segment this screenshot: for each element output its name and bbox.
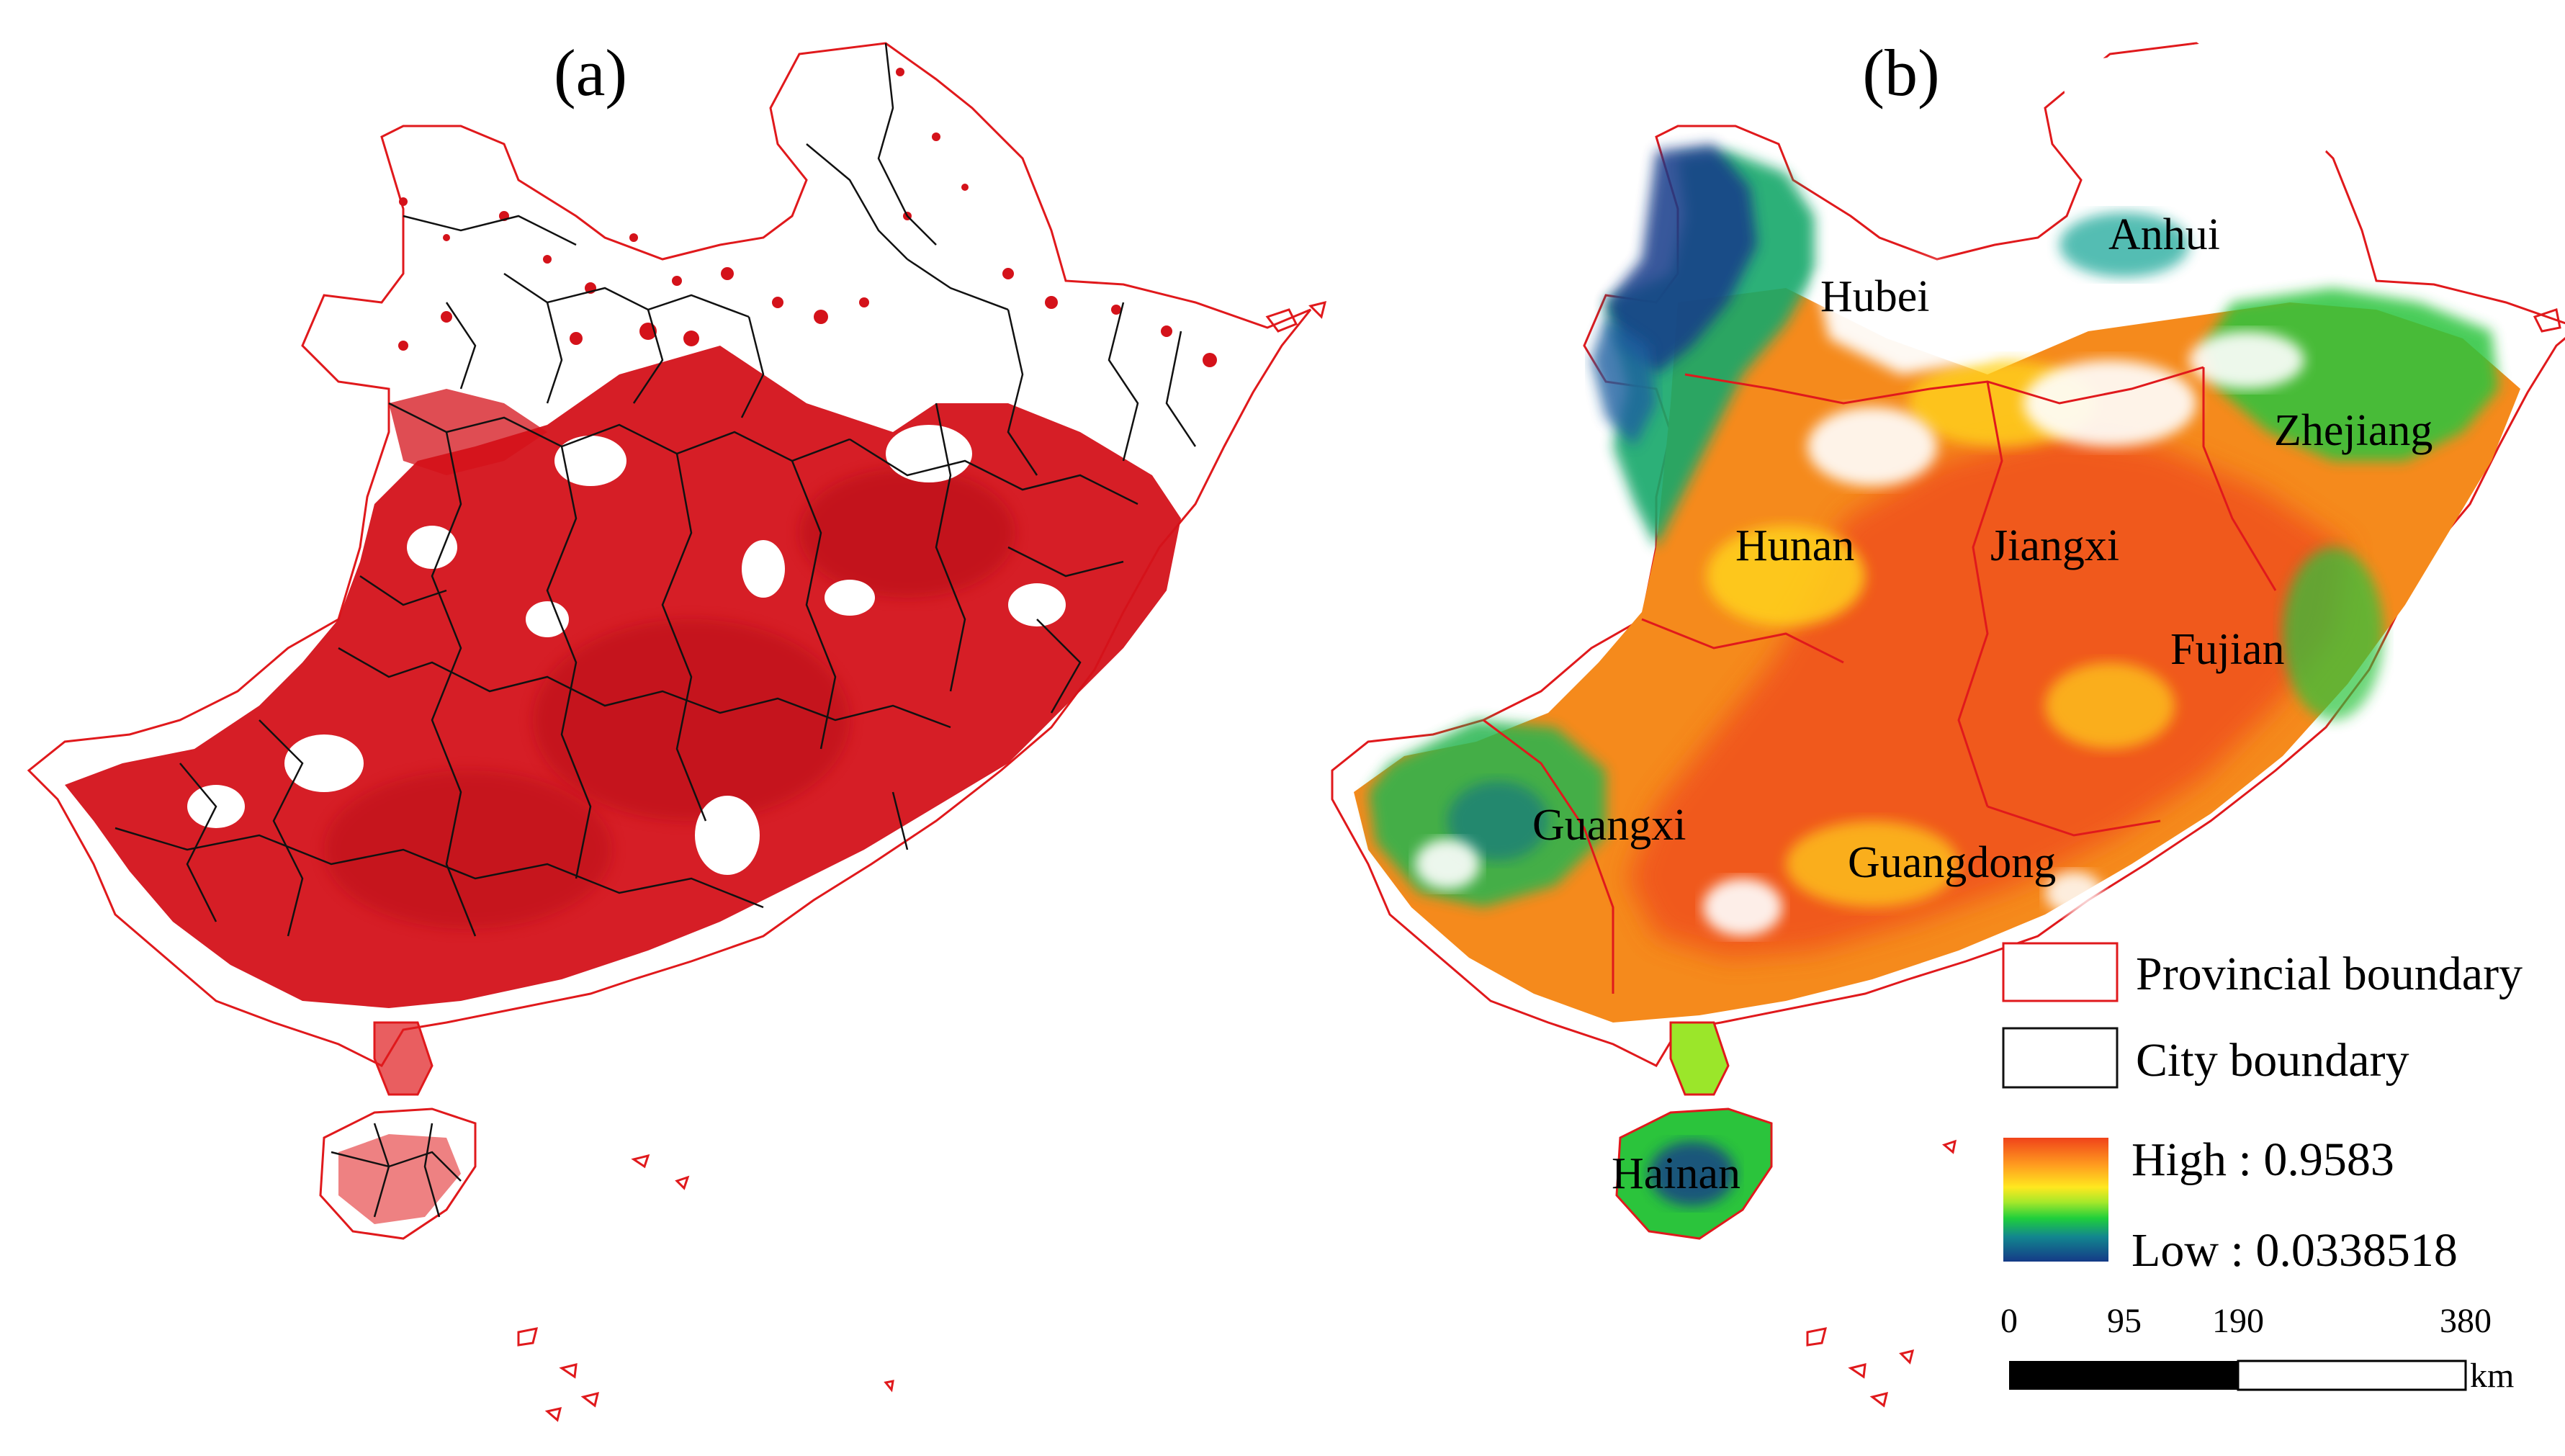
panel-a-map: (a)	[27, 36, 1327, 1422]
legend-city-swatch	[2002, 1027, 2119, 1089]
label-hainan: Hainan	[1612, 1149, 1740, 1198]
panel-b-label: (b)	[1862, 36, 1939, 109]
panel-b-map: (b)	[1331, 36, 2565, 1408]
legend-high-label: High : 0.9583	[2131, 1133, 2394, 1186]
hainan-core-b	[1649, 1141, 1735, 1206]
label-hunan: Hunan	[1735, 521, 1854, 570]
legend-city-label: City boundary	[2136, 1034, 2409, 1087]
legend-provincial-swatch	[2002, 942, 2119, 1002]
scale-bar-filled	[2009, 1361, 2238, 1390]
suitability-raster	[1354, 43, 2520, 1023]
scale-tick-0: 0	[2000, 1302, 2018, 1340]
scale-bar-empty	[2237, 1360, 2467, 1391]
legend-provincial-label: Provincial boundary	[2136, 948, 2523, 1000]
label-guangxi: Guangxi	[1532, 801, 1686, 850]
scale-tick-380: 380	[2440, 1302, 2492, 1340]
label-hubei: Hubei	[1820, 272, 1930, 321]
label-jiangxi: Jiangxi	[1990, 521, 2119, 570]
hainan-points-a	[338, 1134, 461, 1224]
scale-tick-95: 95	[2107, 1302, 2142, 1340]
label-fujian: Fujian	[2170, 625, 2284, 674]
coastal-islands-b	[1806, 308, 2561, 1408]
occurrence-points-a	[65, 68, 1217, 1008]
legend-low-label: Low : 0.0338518	[2131, 1224, 2458, 1277]
legend: Provincial boundary City boundary High :…	[2002, 942, 2523, 1277]
scale-unit: km	[2470, 1357, 2514, 1395]
provincial-boundaries-b	[1483, 366, 2277, 994]
peninsula-outline-a	[373, 1021, 434, 1096]
label-anhui: Anhui	[2108, 210, 2220, 259]
city-boundaries-a	[114, 42, 1197, 1218]
legend-color-ramp	[2003, 1138, 2108, 1262]
panel-a-label: (a)	[554, 36, 627, 109]
scale-bar: 0 95 190 380 km	[2000, 1302, 2514, 1395]
coastal-islands-a	[517, 300, 1327, 1422]
label-guangdong: Guangdong	[1848, 838, 2056, 887]
label-zhejiang: Zhejiang	[2274, 406, 2433, 455]
scale-tick-190: 190	[2212, 1302, 2264, 1340]
peninsula-b	[1669, 1021, 1730, 1096]
province-labels: Hubei Anhui Zhejiang Hunan Jiangxi Fujia…	[1532, 210, 2433, 1198]
